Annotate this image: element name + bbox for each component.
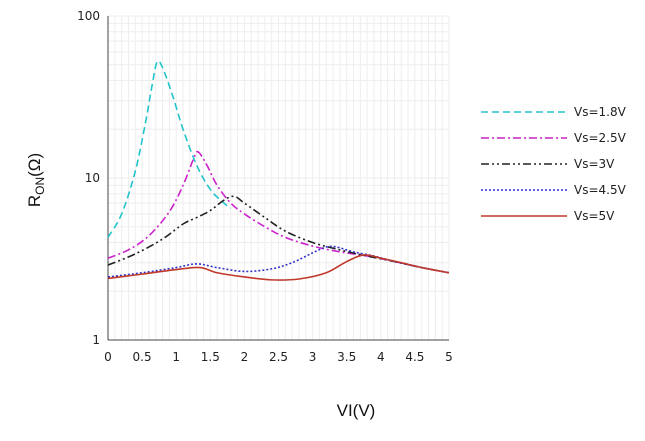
legend-entry-label: Vs=4.5V [574, 183, 627, 197]
x-tick-label: 4 [377, 350, 385, 364]
x-tick-label: 1.5 [201, 350, 220, 364]
y-tick-label: 1 [92, 333, 100, 347]
x-tick-label: 4.5 [405, 350, 424, 364]
x-tick-label: 2.5 [269, 350, 288, 364]
y-axis-title-subscript: ON [33, 177, 47, 195]
x-axis-title: VI(V) [337, 401, 376, 420]
legend-entry-label: Vs=5V [574, 209, 615, 223]
y-tick-label: 100 [77, 9, 100, 23]
legend-entry-label: Vs=1.8V [574, 105, 627, 119]
grid [108, 16, 449, 340]
legend-entry-label: Vs=2.5V [574, 131, 627, 145]
x-tick-label: 3.5 [337, 350, 356, 364]
x-tick-label: 0 [104, 350, 112, 364]
x-tick-label: 3 [309, 350, 317, 364]
y-axis-title-unit: (Ω) [25, 153, 44, 177]
y-axis-title-main: R [25, 195, 44, 207]
legend-entry-label: Vs=3V [574, 157, 615, 171]
x-tick-label: 5 [445, 350, 453, 364]
x-tick-label: 2 [241, 350, 249, 364]
y-tick-label: 10 [85, 171, 100, 185]
x-tick-label: 0.5 [133, 350, 152, 364]
x-tick-label: 1 [172, 350, 180, 364]
